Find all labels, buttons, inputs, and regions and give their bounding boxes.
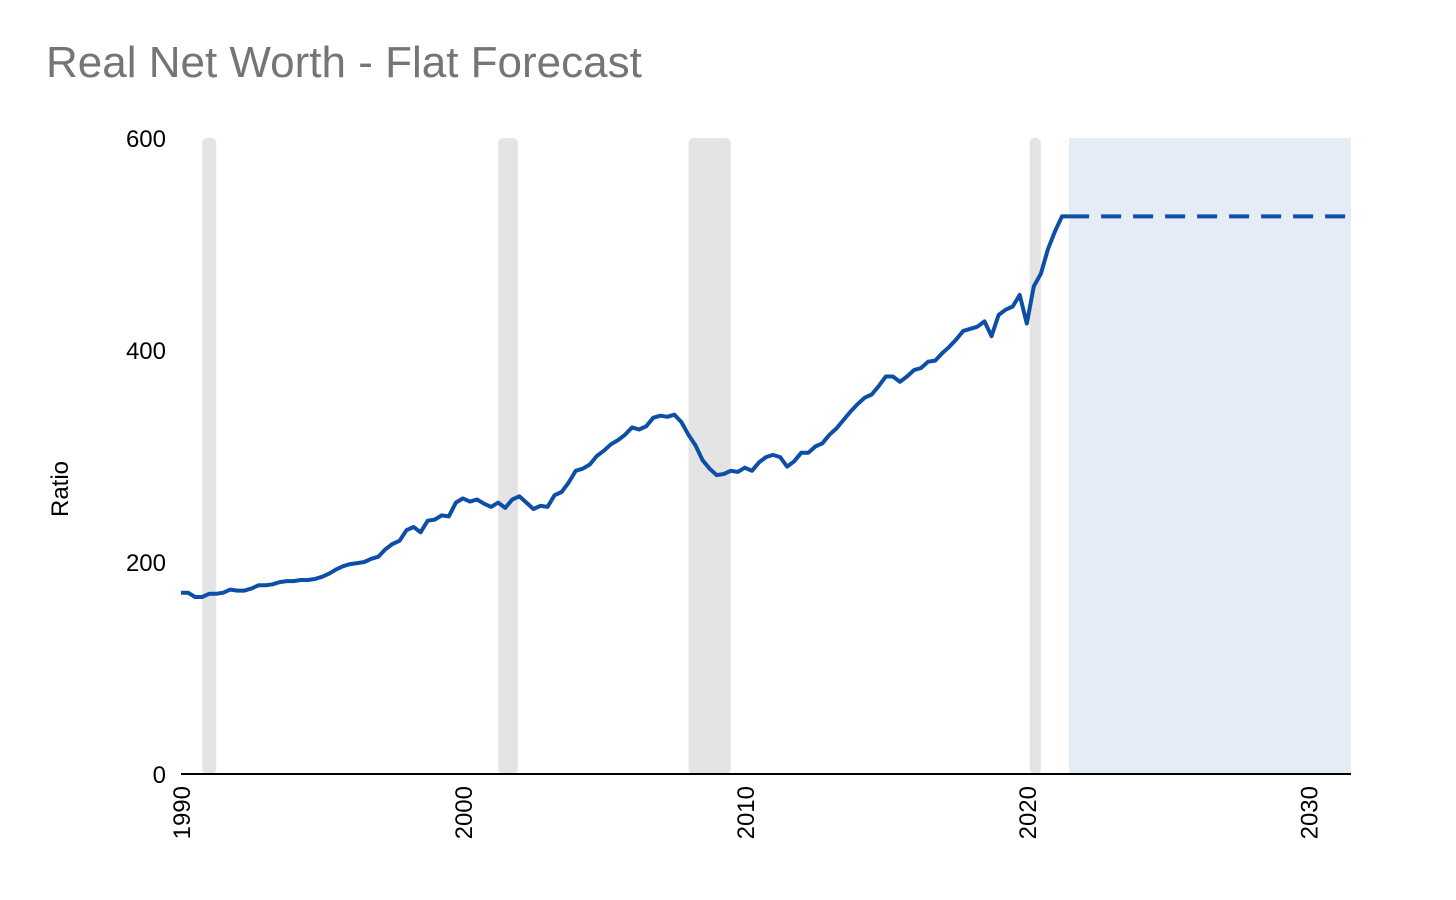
chart-title: Real Net Worth - Flat Forecast [46, 38, 642, 87]
y-tick-label-600: 600 [126, 126, 166, 153]
y-tick-label-200: 200 [126, 550, 166, 577]
y-axis-title: Ratio [47, 461, 74, 517]
net-worth-line [181, 214, 1070, 599]
recession-bar-1 [498, 138, 518, 774]
x-tick-label-2010: 2010 [733, 786, 760, 839]
recession-bar-3 [1029, 138, 1041, 774]
x-tick-label-1990: 1990 [169, 786, 196, 839]
y-tick-label-0: 0 [153, 762, 166, 789]
x-tick-label-2000: 2000 [451, 786, 478, 839]
series-group [181, 214, 1351, 599]
recession-bar-2 [688, 138, 731, 774]
forecast-band [1069, 138, 1351, 774]
recession-bar-0 [202, 138, 217, 774]
background-bands [202, 138, 1351, 774]
x-tick-label-2020: 2020 [1015, 786, 1042, 839]
y-tick-label-400: 400 [126, 338, 166, 365]
x-tick-label-2030: 2030 [1297, 786, 1324, 839]
axes-group: 0 200 400 600 1990 2000 2010 2020 2030 Ratio [47, 126, 1351, 839]
